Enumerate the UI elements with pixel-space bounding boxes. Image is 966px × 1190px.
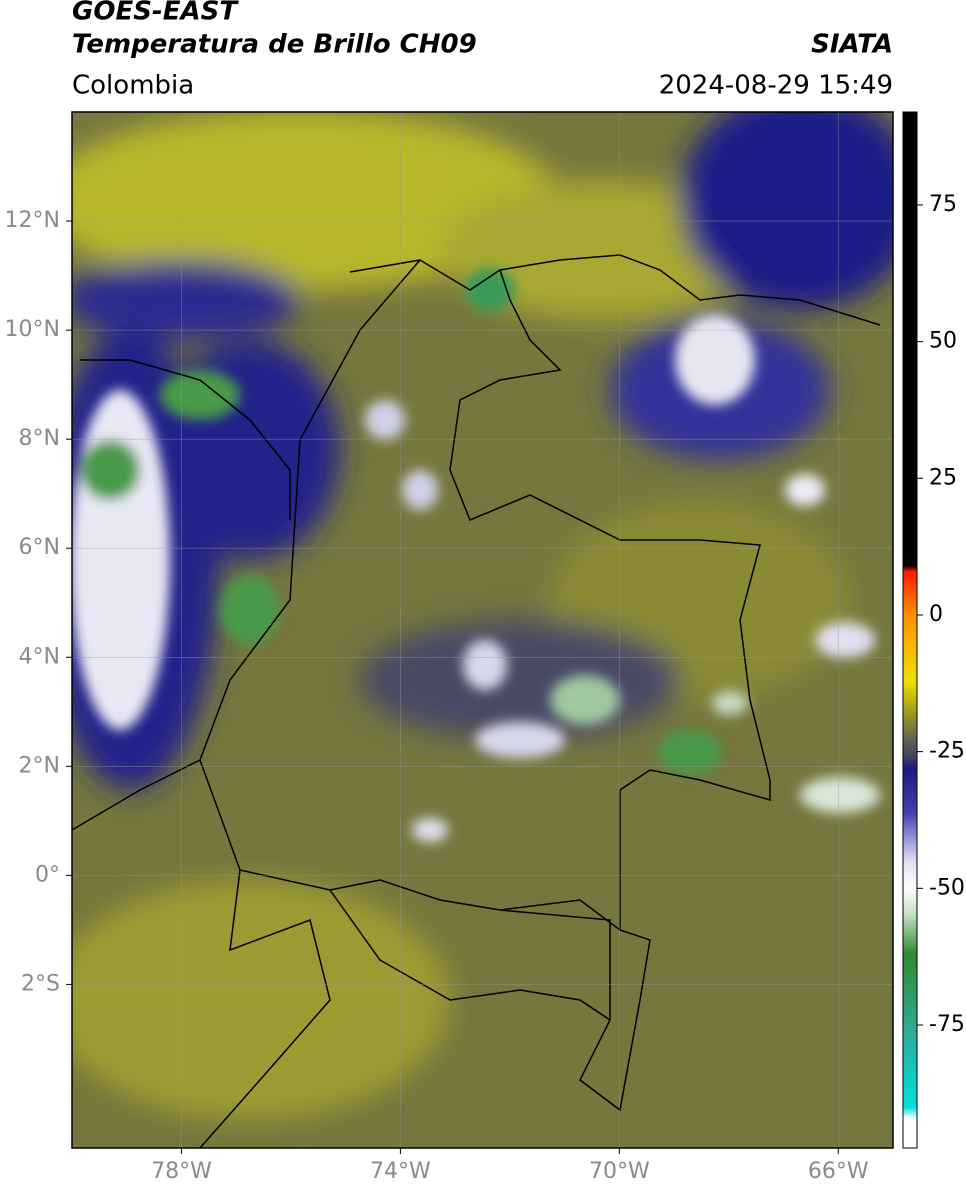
colorbar-tick-label: 50 [929,329,957,354]
title: GOES-EAST [72,0,239,27]
x-tick-label: 66°W [808,1159,869,1184]
y-tick-label: 4°N [19,644,60,669]
colorbar-segment [903,614,917,682]
colorbar-segment [903,811,917,862]
borders [72,254,881,1148]
colorbar-segment [903,860,917,889]
x-tick-label: 78°W [151,1159,212,1184]
y-tick-label: 6°N [19,535,60,560]
y-tick-label: 10°N [5,317,60,342]
colorbar-segment [903,1024,917,1108]
colorbar-segment [903,571,917,616]
timestamp: 2024-08-29 15:49 [659,71,893,101]
colorbar-tick-label: 75 [929,192,957,217]
colorbar-tick-label: -25 [929,739,965,764]
colorbar-tick-label: -75 [929,1012,965,1037]
colorbar-tick-label: 25 [929,465,957,490]
colorbar-segment [903,888,917,917]
colorbar-segment [903,713,917,736]
colorbar-segment [903,915,917,955]
colorbar-segment [903,735,917,758]
colorbar-segment [903,768,917,813]
x-tick-label: 70°W [589,1159,650,1184]
subtitle: Temperatura de Brillo CH09 [72,30,477,60]
y-tick-label: 8°N [19,426,60,451]
colorbar-segment [903,680,917,714]
colorbar-frame [902,111,918,1149]
colorbar-segment [903,112,917,567]
source: SIATA [811,30,893,60]
colorbar-tick-label: -50 [929,875,965,900]
y-tick-label: 2°N [19,753,60,778]
colorbar-segment [903,953,917,1026]
map-frame [71,111,894,1149]
x-tick-label: 74°W [370,1159,431,1184]
y-tick-label: 12°N [5,208,60,233]
colorbar-tick-label: 0 [929,602,943,627]
colorbar-segment [903,1117,917,1149]
satellite-image [72,112,893,1148]
colorbar-segment [903,757,917,769]
y-tick-label: 2°S [21,971,60,996]
region: Colombia [72,71,194,101]
y-tick-label: 0° [35,862,60,887]
colorbar-segment [903,565,917,572]
colorbar-segment [903,1106,917,1119]
